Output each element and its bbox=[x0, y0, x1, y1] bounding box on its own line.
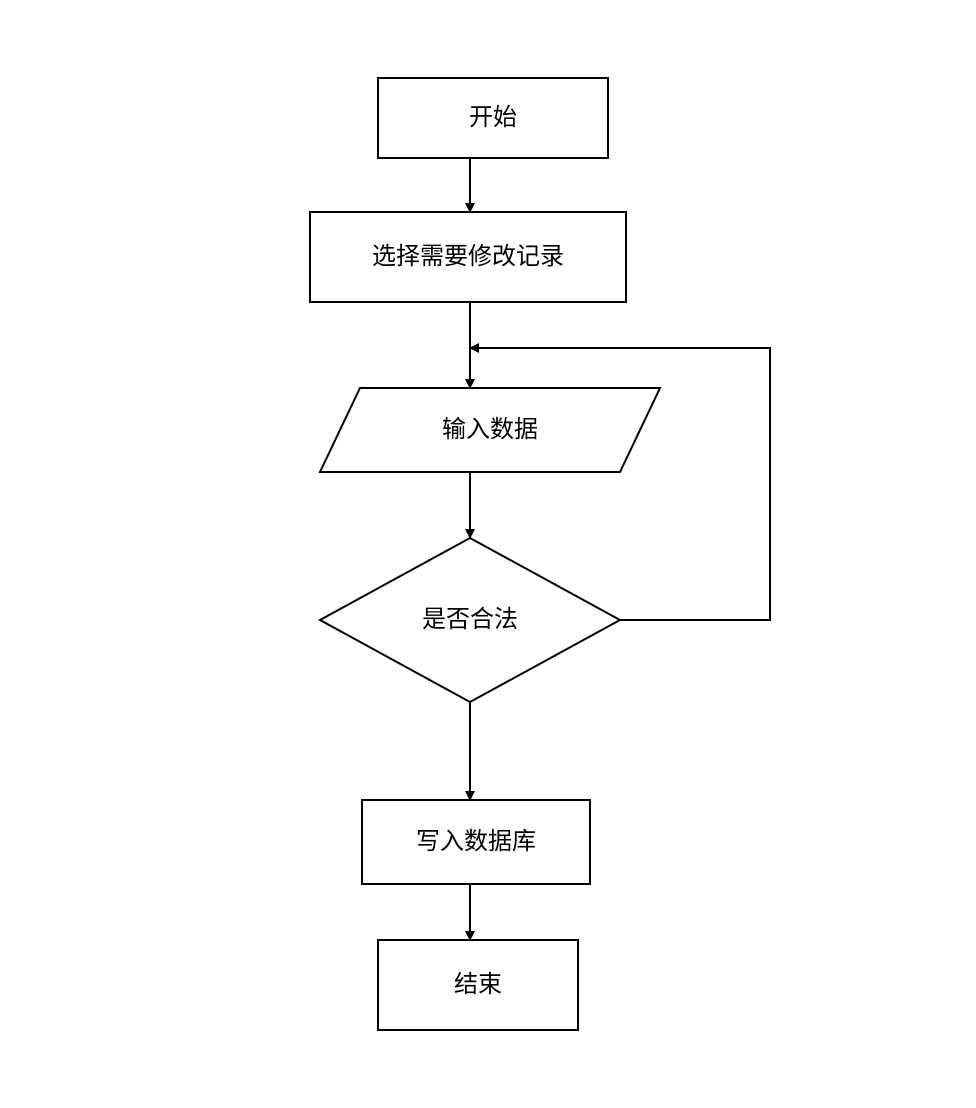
node-label-select: 选择需要修改记录 bbox=[372, 243, 564, 270]
node-label-end: 结束 bbox=[454, 971, 502, 998]
node-label-write: 写入数据库 bbox=[416, 828, 536, 855]
node-label-input: 输入数据 bbox=[442, 416, 538, 443]
node-label-start: 开始 bbox=[469, 104, 517, 131]
flowchart-canvas: 开始选择需要修改记录输入数据是否合法写入数据库结束 bbox=[0, 0, 976, 1108]
node-label-decision: 是否合法 bbox=[422, 606, 518, 633]
